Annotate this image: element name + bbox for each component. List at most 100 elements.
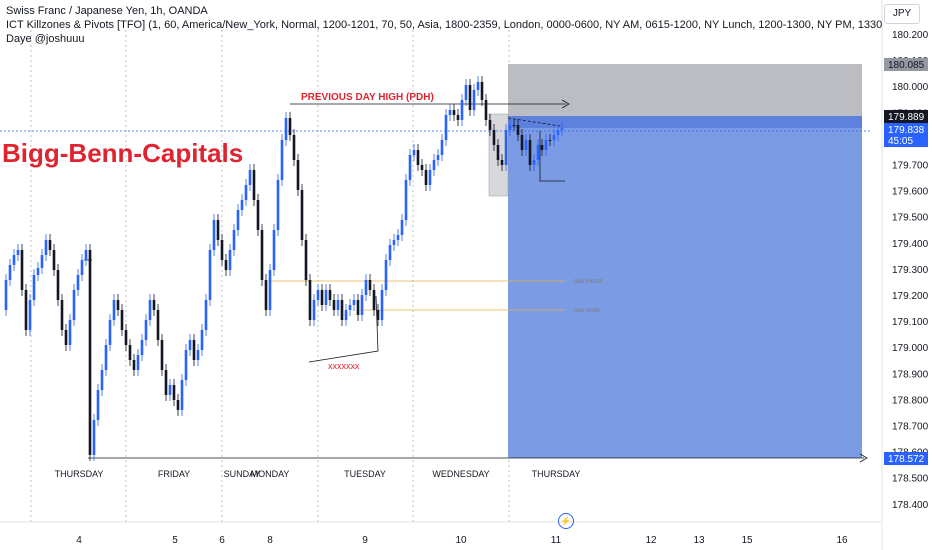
price-tick-label: 179.100 (892, 317, 929, 328)
price-tick-label: 179.200 (892, 291, 929, 302)
candle-body (280, 140, 284, 180)
candle-body (132, 360, 136, 370)
price-tick-label: 180.200 (892, 30, 929, 41)
candle-body (160, 340, 164, 370)
candle-body (548, 140, 552, 141)
price-tick-label: 178.700 (892, 422, 929, 433)
candle-body (248, 170, 252, 185)
candle-body (60, 300, 64, 330)
candle-body (440, 140, 444, 155)
candle-body (368, 280, 372, 290)
price-tick-label: 178.800 (892, 395, 929, 406)
stop-zone[interactable] (508, 64, 862, 116)
mini-box (539, 131, 565, 182)
price-tick-label: 179.500 (892, 213, 929, 224)
candle-body (300, 190, 304, 240)
chart-legend: Swiss Franc / Japanese Yen, 1h, OANDA IC… (6, 4, 882, 46)
price-tick-label: 180.000 (892, 82, 929, 93)
price-label-current: 179.889 (884, 110, 928, 123)
price-axis[interactable]: 180.200180.100180.000179.900179.800179.7… (892, 30, 929, 511)
candle-body (404, 180, 408, 220)
candle-body (556, 130, 560, 135)
candle-body (336, 300, 340, 310)
candle-body (540, 145, 544, 150)
candle-body (476, 82, 480, 90)
candle-body (324, 290, 328, 305)
candle-body (388, 245, 392, 260)
candle-body (240, 200, 244, 210)
candle-body (16, 250, 20, 255)
candle-body (36, 268, 40, 275)
watermark-text: Bigg-Benn-Capitals (2, 138, 244, 168)
price-tick-label: 179.600 (892, 187, 929, 198)
date-tick-label: 15 (741, 535, 753, 546)
candle-body (320, 290, 324, 305)
candle-body (108, 320, 112, 345)
price-label-top-box: 180.085 (884, 58, 928, 71)
svg-text:179.889: 179.889 (888, 112, 925, 123)
candle-body (496, 145, 500, 160)
xxx-label: xxxxxxx (328, 361, 360, 371)
candle-body (196, 350, 200, 360)
candle-body (140, 340, 144, 355)
svg-text:180.085: 180.085 (888, 60, 925, 71)
dashed-ray (507, 117, 561, 127)
symbol-title[interactable]: Swiss Franc / Japanese Yen, 1h, OANDA (6, 5, 208, 17)
candle-body (360, 295, 364, 315)
candle-body (520, 135, 524, 150)
candle-body (264, 280, 268, 310)
candle-body (136, 355, 140, 370)
date-tick-label: 16 (836, 535, 848, 546)
candle-body (340, 300, 344, 320)
candle-body (232, 230, 236, 250)
candle-body (156, 310, 160, 340)
candle-body (96, 390, 100, 420)
candle-body (552, 135, 556, 140)
candle-body (224, 260, 228, 270)
candle-body (212, 220, 216, 250)
candle-body (492, 130, 496, 145)
candle-body (428, 170, 432, 185)
candle-body (396, 235, 400, 240)
candle-body (380, 290, 384, 320)
candle-body (152, 300, 156, 310)
day-label: SUNDAY (224, 469, 261, 479)
candle-body (432, 160, 436, 170)
candle-body (348, 305, 352, 310)
true-month-label: true month (574, 279, 603, 285)
date-tick-label: 12 (645, 535, 657, 546)
candle-body (532, 160, 536, 165)
candle-body (424, 170, 428, 185)
candle-body (176, 400, 180, 410)
candle-body (316, 290, 320, 300)
candlestick-series (4, 76, 564, 461)
candle-body (24, 290, 28, 330)
candle-body (180, 380, 184, 410)
candle-body (236, 210, 240, 230)
candle-body (408, 155, 412, 180)
candle-body (68, 320, 72, 345)
indicator-title[interactable]: ICT Killzones & Pivots [TFO] (1, 60, Ame… (6, 19, 882, 31)
bottom-arrowhead (859, 453, 868, 463)
candle-body (384, 260, 388, 290)
candle-body (444, 115, 448, 140)
candle-body (12, 255, 16, 265)
candle-body (456, 115, 460, 120)
lightning-icon[interactable]: ⚡ (558, 513, 574, 529)
target-zone[interactable] (508, 116, 862, 458)
day-label: THURSDAY (532, 469, 581, 479)
candle-body (128, 345, 132, 360)
time-axis[interactable]: 4 5 6 8 9 10 11 12 13 15 16 (76, 535, 848, 546)
candle-body (8, 265, 12, 280)
date-tick-label: 9 (362, 535, 368, 546)
svg-text:179.838: 179.838 (888, 125, 925, 136)
pdh-arrowhead (561, 99, 570, 109)
candle-body (256, 200, 260, 230)
candle-body (100, 370, 104, 390)
candle-body (480, 82, 484, 100)
candle-body (104, 345, 108, 370)
candle-body (204, 300, 208, 330)
candle-body (448, 110, 452, 115)
currency-button[interactable]: JPY (884, 4, 920, 24)
